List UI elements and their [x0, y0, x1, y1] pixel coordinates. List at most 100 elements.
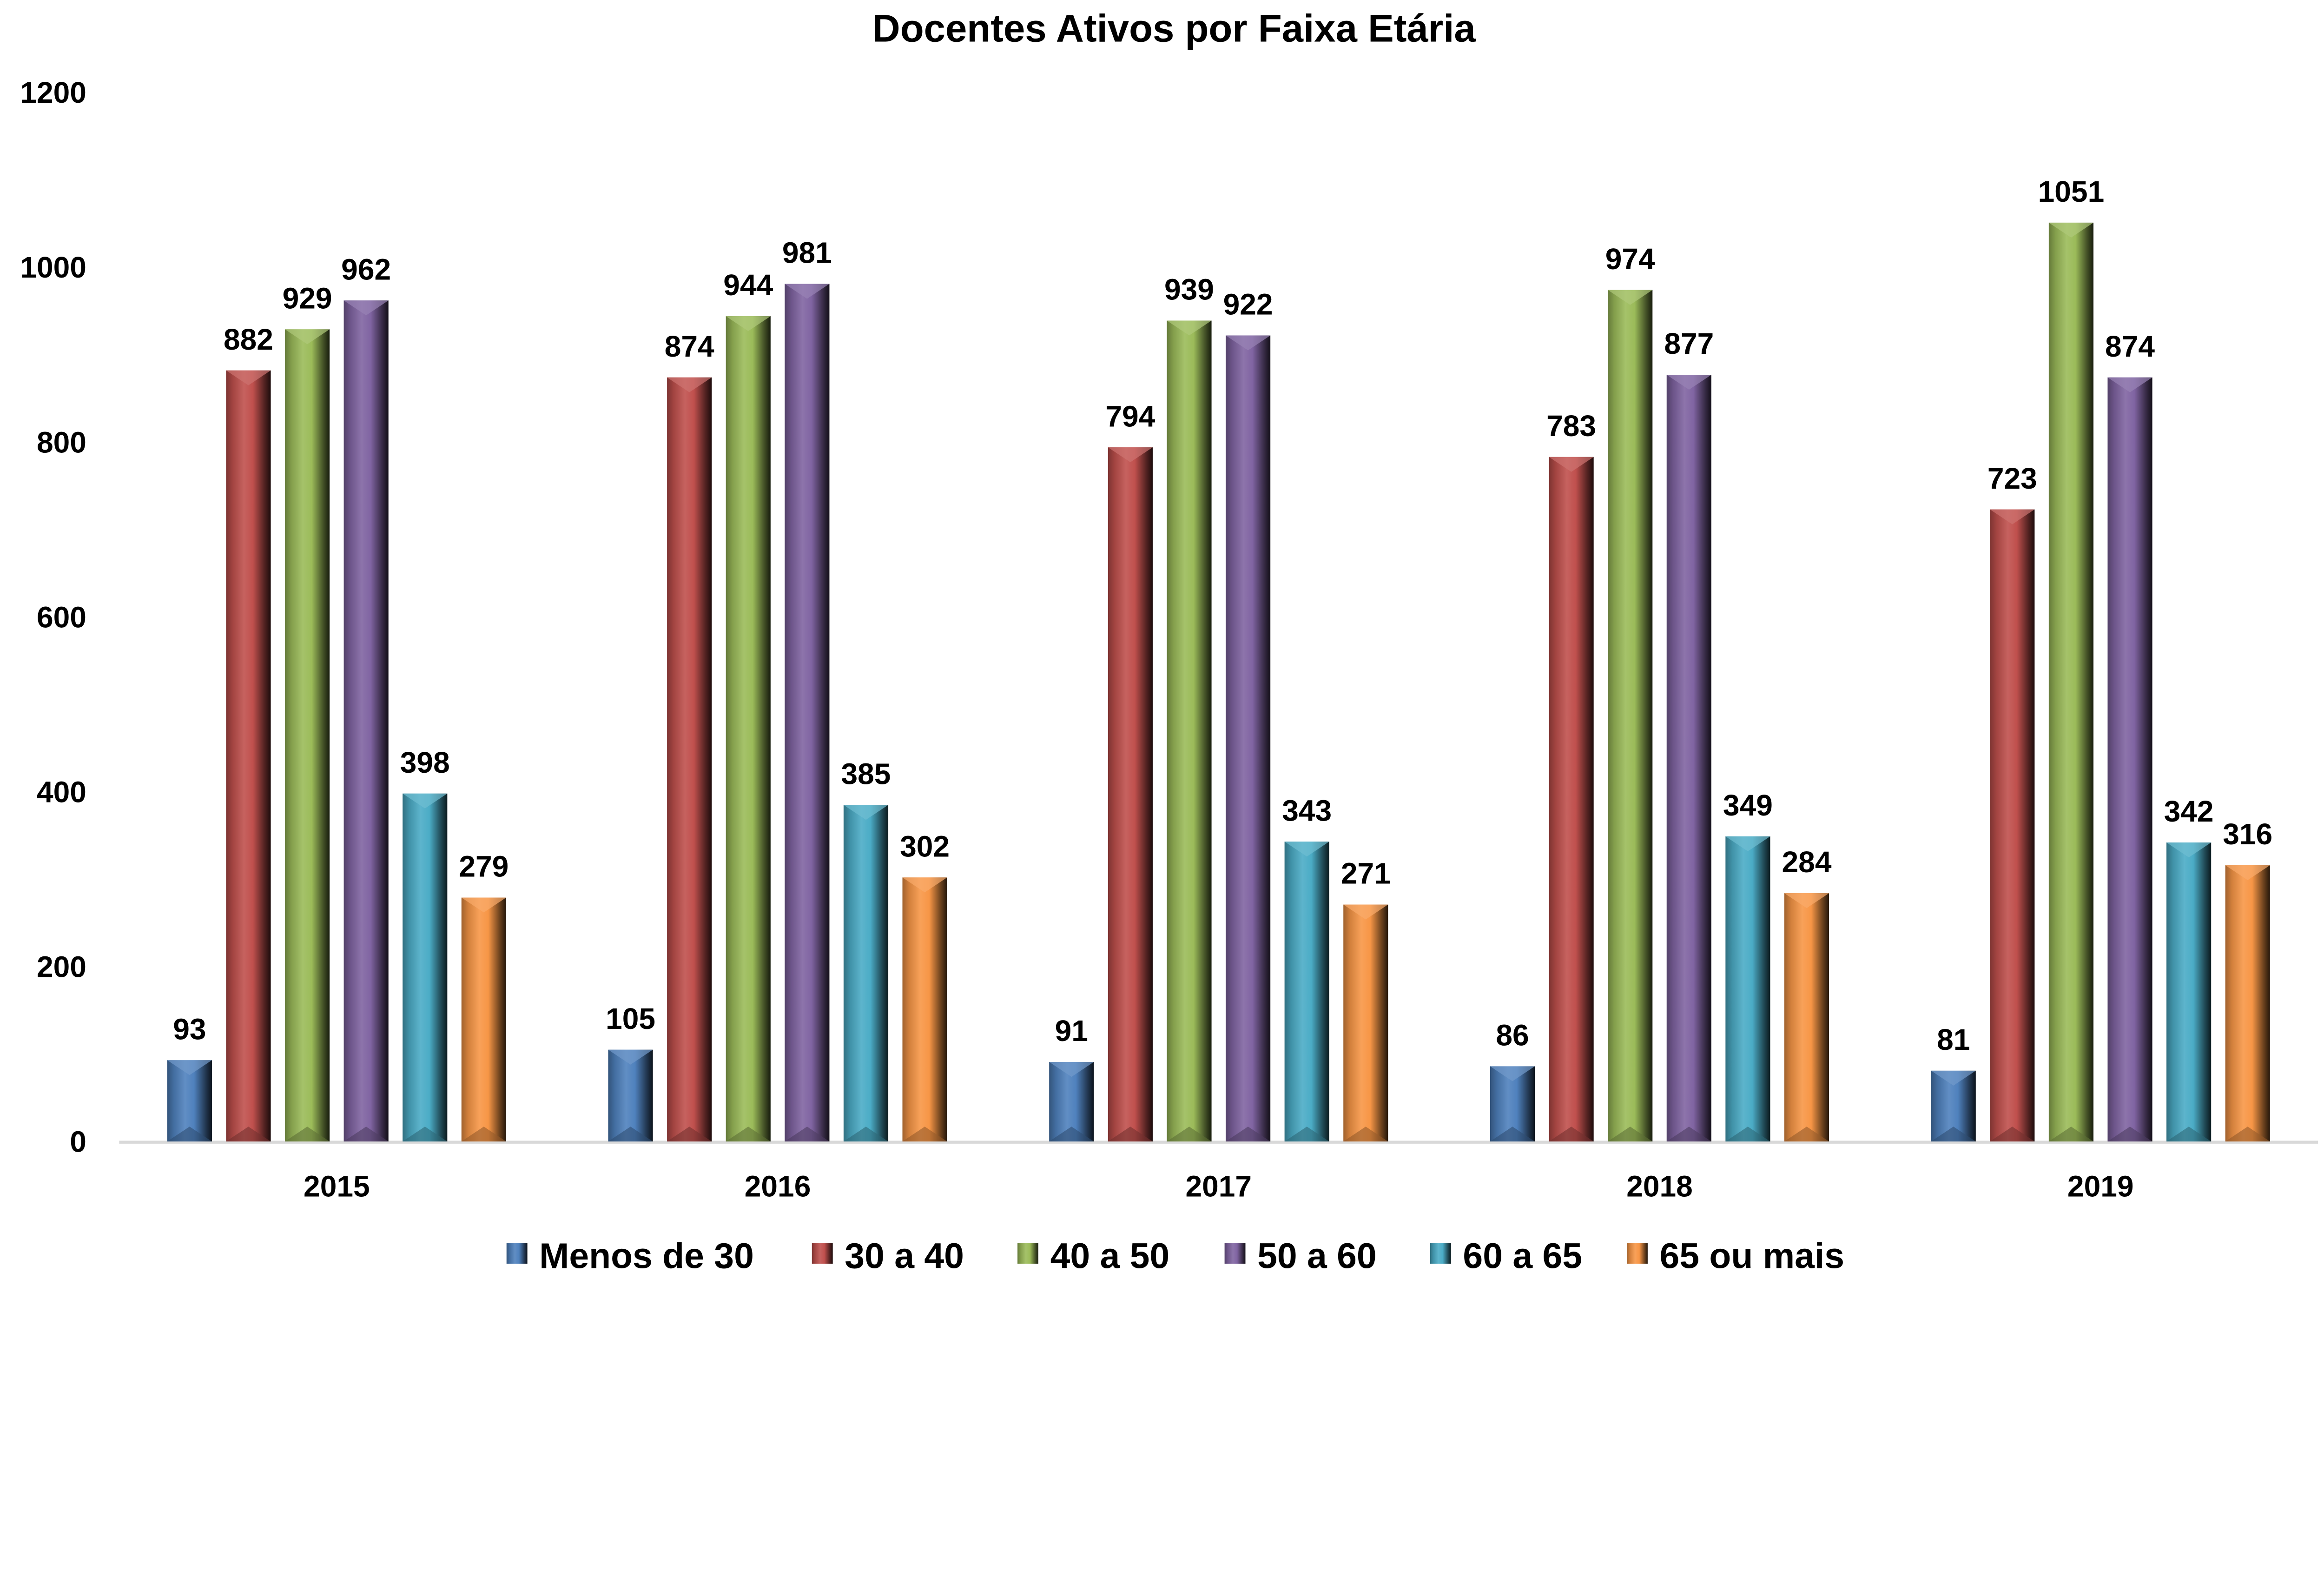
bar-bevel-bottom [343, 1127, 389, 1142]
legend-item[interactable]: Menos de 30 [506, 1236, 754, 1270]
bar-bevel-top [284, 329, 330, 345]
legend: Menos de 30 30 a 40 40 a 50 50 a 60 60 a 65 6… [506, 1236, 1845, 1270]
x-tick-label: 2016 [745, 1170, 811, 1203]
bar-bevel-bottom [1666, 1127, 1711, 1142]
legend-swatch [506, 1243, 528, 1264]
legend-item[interactable]: 40 a 50 [1017, 1236, 1169, 1270]
data-label: 81 [1937, 1023, 1970, 1056]
bar-bevel-bottom [2048, 1127, 2094, 1142]
data-label: 385 [841, 757, 891, 790]
bar-bevel-top [1108, 447, 1153, 463]
bar [1608, 290, 1653, 1142]
data-label: 974 [1605, 242, 1655, 276]
bar-bevel-bottom [785, 1127, 830, 1142]
bar [403, 793, 448, 1142]
bar-bevel-top [343, 300, 389, 316]
data-label: 794 [1105, 399, 1155, 433]
bar-bevel-top [1608, 290, 1653, 305]
y-tick-label: 400 [37, 775, 86, 809]
bar-bevel-top [167, 1060, 212, 1075]
bar [1725, 836, 1770, 1142]
bar-bevel-top [2166, 842, 2212, 858]
data-label: 86 [1496, 1019, 1529, 1052]
bar [1343, 904, 1388, 1142]
bar-bevel-top [1725, 836, 1770, 851]
bar-bevel-top [1284, 842, 1329, 857]
bar-bevel-bottom [2166, 1127, 2212, 1142]
bar-bevel-bottom [461, 1127, 506, 1142]
bar-bevel-bottom [1931, 1127, 1976, 1142]
bar [2107, 377, 2152, 1142]
bar [1990, 509, 2035, 1142]
bar-bevel-top [1226, 335, 1271, 351]
bar [726, 316, 771, 1142]
bar [2166, 842, 2212, 1142]
bar-bevel-bottom [1725, 1127, 1770, 1142]
legend-item[interactable]: 30 a 40 [812, 1236, 964, 1270]
bar [2048, 222, 2094, 1142]
bar-bevel-top [226, 370, 271, 385]
bar-bevel-top [1990, 509, 2035, 524]
legend-item[interactable]: 50 a 60 [1224, 1236, 1377, 1270]
bar-bevel-bottom [1784, 1127, 1829, 1142]
data-label: 1051 [2038, 175, 2105, 208]
y-tick-label: 1200 [20, 76, 86, 109]
legend-item[interactable]: 60 a 65 [1430, 1236, 1582, 1270]
y-tick-label: 800 [37, 425, 86, 459]
data-label: 962 [341, 252, 391, 286]
bar [1784, 893, 1829, 1142]
bar-bevel-top [1049, 1062, 1094, 1077]
legend-item[interactable]: 65 ou mais [1626, 1236, 1845, 1270]
legend-swatch [1430, 1243, 1451, 1264]
legend-label: 40 a 50 [1050, 1236, 1170, 1270]
bar-chart: Docentes Ativos por Faixa Etária 0 200 400… [20, 7, 2318, 1270]
data-label: 279 [459, 850, 508, 883]
bars: 93 882 929 962 398 279 105 874 944 981 385 302 91 794… [167, 175, 2272, 1142]
bar-bevel-top [1784, 893, 1829, 908]
data-label: 349 [1723, 789, 1773, 822]
bar-bevel-bottom [1608, 1127, 1653, 1142]
bar [667, 377, 712, 1142]
chart-title: Docentes Ativos por Faixa Etária [872, 7, 1476, 50]
bar [343, 300, 389, 1142]
bar-bevel-top [843, 805, 889, 820]
data-label: 922 [1223, 288, 1273, 321]
data-label: 342 [2164, 795, 2214, 828]
data-label: 284 [1782, 845, 1832, 879]
data-label: 874 [665, 330, 714, 363]
x-tick-label: 2017 [1185, 1170, 1252, 1203]
bar [608, 1049, 653, 1142]
legend-label: Menos de 30 [539, 1236, 754, 1270]
bar-bevel-top [461, 897, 506, 913]
bar-bevel-bottom [2107, 1127, 2152, 1142]
bar-bevel-top [403, 793, 448, 809]
bar-bevel-top [667, 377, 712, 392]
bar-bevel-top [1549, 457, 1594, 472]
y-tick-label: 0 [70, 1125, 86, 1159]
bar-bevel-bottom [667, 1127, 712, 1142]
data-label: 271 [1341, 857, 1391, 890]
bar-bevel-top [1343, 904, 1388, 920]
y-axis: 0 200 400 600 800 1000 1200 [20, 76, 86, 1158]
bar-bevel-top [785, 284, 830, 299]
x-tick-label: 2019 [2067, 1170, 2134, 1203]
bar-bevel-top [1490, 1066, 1535, 1081]
bar-bevel-bottom [1490, 1127, 1535, 1142]
bar-bevel-bottom [284, 1127, 330, 1142]
bar-bevel-top [726, 316, 771, 332]
data-label: 874 [2105, 330, 2155, 363]
legend-swatch [1017, 1243, 1038, 1264]
bar-bevel-top [2107, 377, 2152, 392]
legend-label: 60 a 65 [1463, 1236, 1582, 1270]
legend-label: 30 a 40 [845, 1236, 964, 1270]
bar [843, 805, 889, 1142]
bar-bevel-bottom [1343, 1127, 1388, 1142]
bar [461, 897, 506, 1142]
bar [1167, 320, 1212, 1142]
bar [785, 284, 830, 1142]
data-label: 316 [2223, 817, 2272, 851]
legend-label: 65 ou mais [1660, 1236, 1845, 1270]
bar-bevel-bottom [403, 1127, 448, 1142]
bar-bevel-bottom [1549, 1127, 1594, 1142]
x-tick-label: 2018 [1626, 1170, 1693, 1203]
